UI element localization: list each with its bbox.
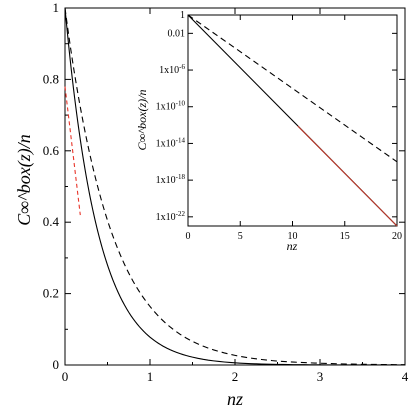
main-series-line-0 [64,7,406,366]
main-y-tick-label: 0 [53,357,60,372]
main-x-tick-label: 2 [232,369,239,384]
inset-x-tick-label: 10 [288,231,298,242]
main-series-group [64,7,406,366]
inset-series-line-2 [297,125,398,227]
inset-x-tick-label: 15 [340,231,350,242]
main-y-axis-label-group: C∞^box(z)/n [14,134,35,225]
inset-series-line-1 [187,14,398,163]
main-series-line-1 [64,7,406,366]
main-x-tick-label: 1 [147,369,154,384]
main-y-tick-label: 1 [53,0,60,15]
main-x-tick-label: 0 [62,369,69,384]
main-series-line-2 [64,86,81,216]
main-axis-ticks: 0 1 2 3 4 0 0.2 0.4 0.6 0.8 1 [43,0,409,384]
main-y-tick-label: 0.6 [43,143,60,158]
inset-series-group [187,14,398,227]
main-y-tick-label: 0.2 [43,286,59,301]
main-x-tick-label: 4 [402,369,409,384]
inset-x-tick-label: 5 [238,231,243,242]
inset-x-tick-label: 0 [186,231,191,242]
inset-y-tick-label: 0.01 [168,28,186,39]
main-y-tick-label: 0.4 [43,214,60,229]
main-y-axis-label: C∞^box(z)/n [14,134,35,225]
main-x-axis-label: nz [227,389,243,409]
inset-y-tick-label: 1x10-6 [159,63,185,76]
inset-x-axis-label: nz [287,239,298,253]
inset-x-tick-label: 20 [392,231,402,242]
inset-y-axis-label-group: C∞^box(z)/n [135,90,149,151]
inset-y-axis-label: C∞^box(z)/n [135,90,149,151]
main-y-tick-label: 0.8 [43,71,59,86]
inset-y-tick-label: 1 [180,10,185,21]
main-x-tick-label: 3 [317,369,324,384]
